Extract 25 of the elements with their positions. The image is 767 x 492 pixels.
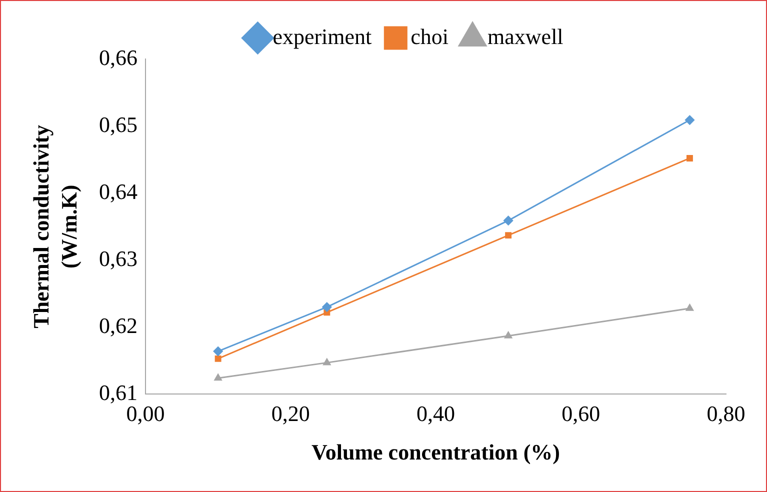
y-tick-label: 0,62 <box>99 312 138 338</box>
y-tick-label: 0,63 <box>99 246 138 271</box>
point <box>505 232 512 239</box>
point <box>214 355 222 362</box>
point <box>213 346 223 356</box>
point <box>684 115 694 125</box>
x-tick-label: 0,60 <box>562 401 600 426</box>
y-tick-label: 0,64 <box>99 178 138 204</box>
x-tick-label: 0,20 <box>271 401 310 426</box>
point <box>686 304 694 311</box>
point <box>322 302 332 312</box>
point <box>504 216 514 226</box>
x-tick-label: 0,80 <box>706 401 746 426</box>
y-tick-label: 0,65 <box>99 112 138 137</box>
legend-label: choi <box>410 24 449 49</box>
point <box>686 154 693 162</box>
legend-label: maxwell <box>488 24 564 49</box>
point <box>323 358 331 366</box>
point <box>214 374 222 381</box>
y-axis-title: Thermal conductivity (W/m.K) <box>28 124 82 328</box>
point <box>504 332 512 338</box>
legend-label: experiment <box>272 24 372 49</box>
y-tick-label: 0,66 <box>99 44 138 70</box>
x-axis-title: Volume concentration (%) <box>312 439 560 464</box>
x-tick-label: 0,40 <box>416 401 455 426</box>
